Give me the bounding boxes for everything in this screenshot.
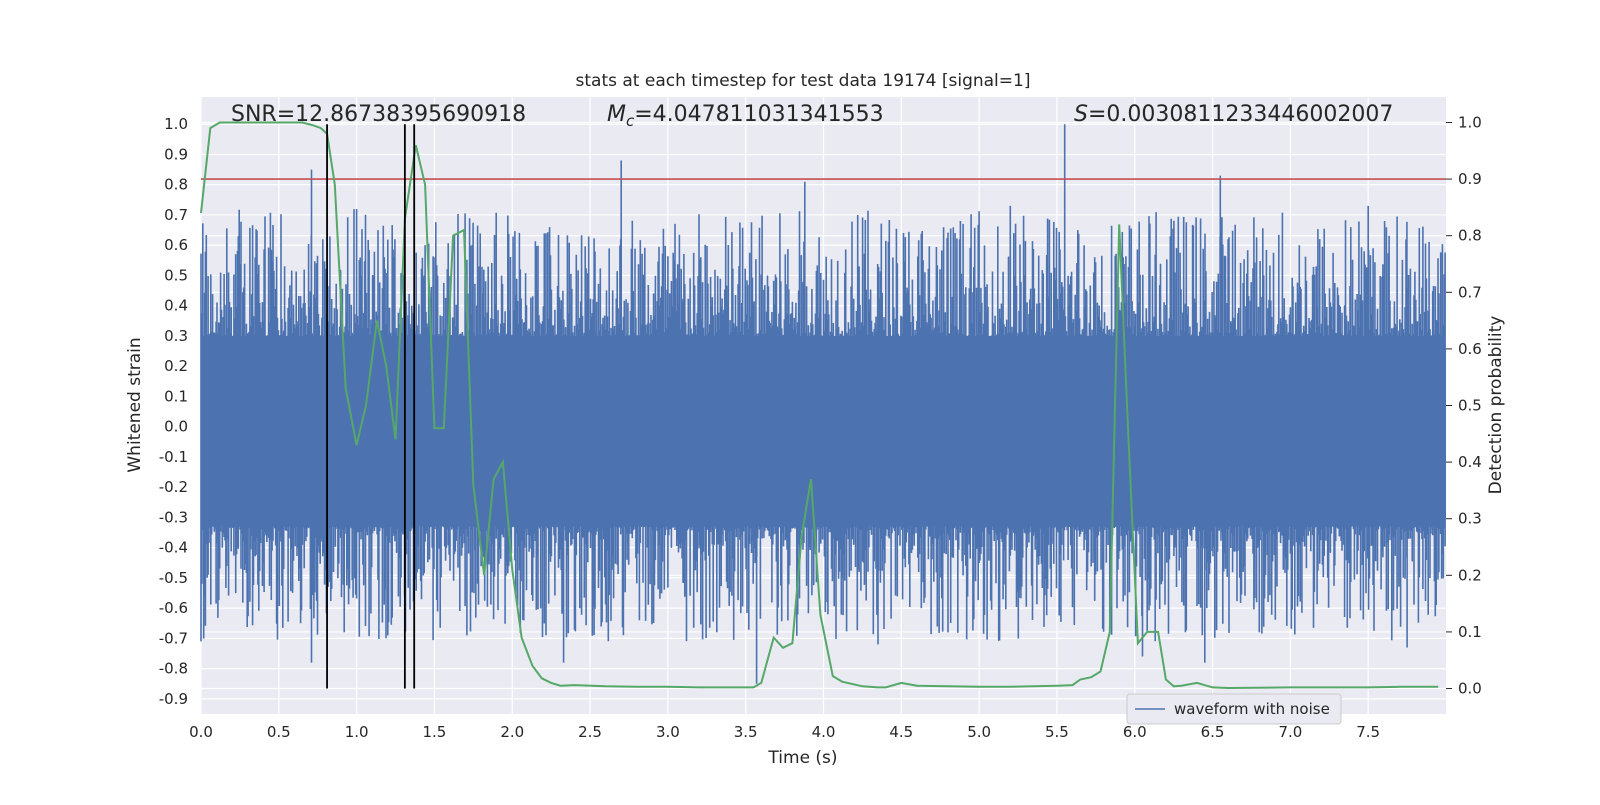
- chart-title: stats at each timestep for test data 191…: [576, 71, 1031, 91]
- x-tick-label: 0.5: [267, 723, 291, 741]
- y-tick-label-left: -0.7: [159, 629, 188, 647]
- y-tick-label-left: 0.6: [164, 236, 188, 254]
- x-tick-label: 5.0: [967, 723, 991, 741]
- y-tick-label-right: 0.5: [1458, 397, 1482, 415]
- y-tick-label-left: 0.4: [164, 297, 188, 315]
- x-tick-label: 2.5: [578, 723, 602, 741]
- y-tick-label-left: 0.7: [164, 206, 188, 224]
- y-axis-label-left: Whitened strain: [125, 337, 145, 472]
- detection-probability-line: [200, 121, 1439, 690]
- x-tick-label: 3.5: [734, 723, 758, 741]
- x-tick-label: 6.0: [1123, 723, 1147, 741]
- y-tick-label-right: 0.1: [1458, 623, 1482, 641]
- s-annotation: S=0.0030811233446002007: [1074, 102, 1393, 127]
- s-value: =0.0030811233446002007: [1088, 102, 1393, 127]
- x-tick-label: 5.5: [1045, 723, 1069, 741]
- y-tick-label-left: -0.4: [159, 539, 188, 557]
- chirp-mass-value: =4.047811031341553: [634, 102, 883, 127]
- x-tick-label: 0.0: [189, 723, 213, 741]
- waveform-trace: [200, 124, 1446, 684]
- y-tick-label-left: -0.9: [159, 690, 188, 708]
- x-tick-label: 7.5: [1356, 723, 1380, 741]
- x-axis-label: Time (s): [767, 748, 837, 768]
- x-tick-label: 6.5: [1201, 723, 1225, 741]
- y-tick-label-left: 1.0: [164, 115, 188, 133]
- waveform-with-noise-series: [200, 124, 1446, 684]
- detection-probability-series: [200, 121, 1439, 690]
- y-tick-label-right: 1.0: [1458, 113, 1482, 131]
- axis-ticks: 0.0 0.5 1.0 1.5 2.0 2.5 3.0 3.5 4.0 4.5 5.0 5.5 6.0 6…: [159, 113, 1482, 741]
- y-tick-label-right: 0.9: [1458, 170, 1482, 188]
- y-tick-label-left: 0.5: [164, 266, 188, 284]
- x-tick-label: 1.5: [423, 723, 447, 741]
- s-symbol: S: [1074, 102, 1088, 127]
- y-tick-label-right: 0.3: [1458, 510, 1482, 528]
- chirp-mass-subscript: c: [626, 112, 635, 130]
- y-tick-label-right: 0.8: [1458, 227, 1482, 245]
- legend: waveform with noise: [1126, 693, 1342, 725]
- x-tick-label: 4.0: [812, 723, 836, 741]
- snr-annotation: SNR=12.86738395690918: [231, 102, 526, 127]
- y-tick-label-left: 0.0: [164, 418, 188, 436]
- chirp-mass-symbol: M: [607, 102, 626, 127]
- vertical-markers: [326, 124, 416, 689]
- chirp-mass-annotation: Mc=4.047811031341553: [607, 102, 884, 130]
- y-tick-label-left: -0.8: [159, 660, 188, 678]
- y-tick-label-left: 0.9: [164, 145, 188, 163]
- y-tick-label-right: 0.2: [1458, 566, 1482, 584]
- y-tick-label-right: 0.7: [1458, 283, 1482, 301]
- y-tick-label-left: 0.8: [164, 176, 188, 194]
- y-tick-label-left: -0.3: [159, 508, 188, 526]
- y-tick-label-left: 0.2: [164, 357, 188, 375]
- y-tick-label-left: -0.2: [159, 478, 188, 496]
- x-tick-label: 7.0: [1278, 723, 1302, 741]
- y-tick-label-right: 0.4: [1458, 453, 1482, 471]
- x-tick-label: 3.0: [656, 723, 680, 741]
- y-axis-label-right: Detection probability: [1486, 316, 1506, 495]
- y-tick-label-right: 0.6: [1458, 340, 1482, 358]
- y-tick-label-right: 0.0: [1458, 680, 1482, 698]
- x-tick-label: 1.0: [345, 723, 369, 741]
- y-tick-label-left: 0.3: [164, 327, 188, 345]
- legend-label: waveform with noise: [1174, 700, 1330, 718]
- x-tick-label: 2.0: [500, 723, 524, 741]
- y-tick-label-left: -0.1: [159, 448, 188, 466]
- y-tick-label-left: -0.6: [159, 599, 188, 617]
- y-tick-label-left: -0.5: [159, 569, 188, 587]
- y-tick-label-left: 0.1: [164, 387, 188, 405]
- x-tick-label: 4.5: [889, 723, 913, 741]
- legend-box: [1126, 693, 1342, 725]
